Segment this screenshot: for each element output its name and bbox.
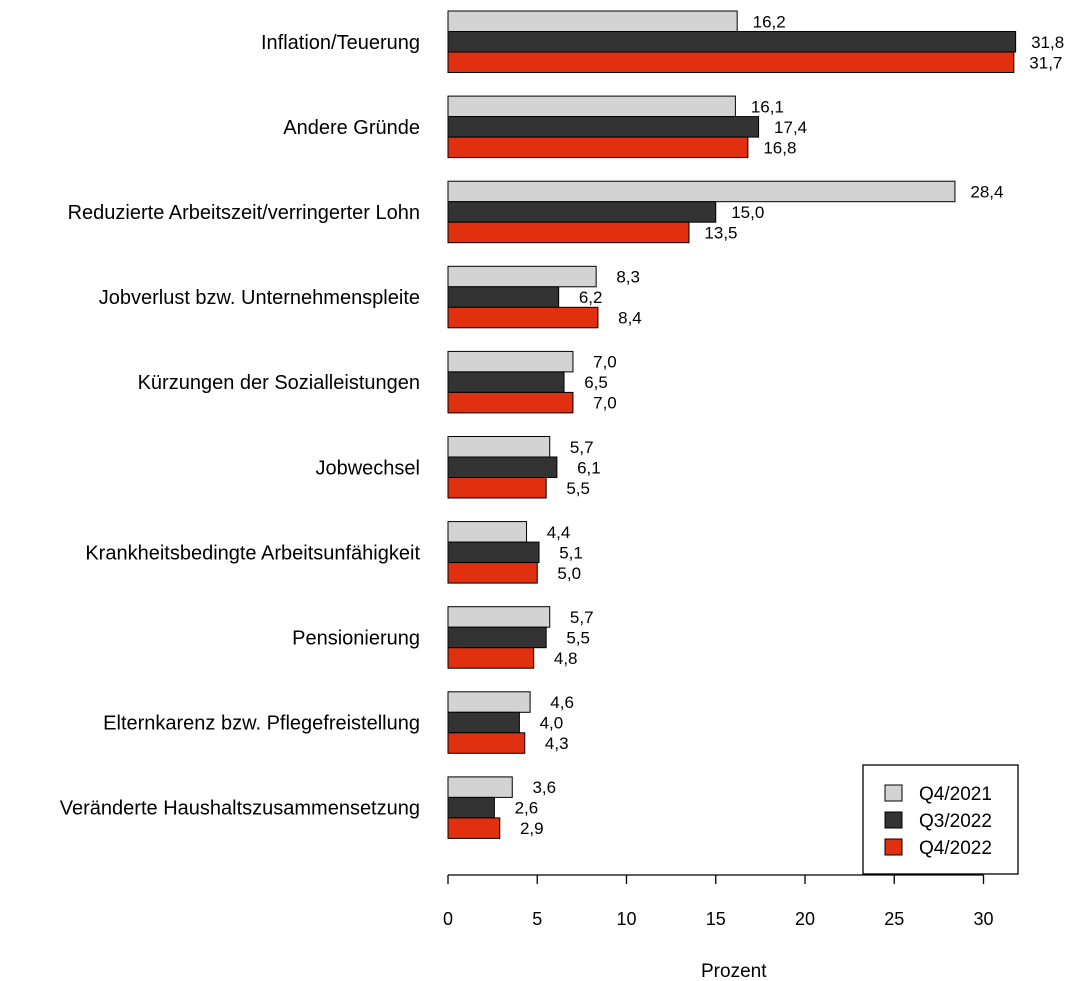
bar [447, 265, 597, 288]
bar [447, 477, 547, 499]
value-label: 4,0 [540, 714, 564, 733]
value-label: 16,8 [763, 138, 796, 157]
value-label: 8,3 [616, 268, 640, 287]
bar [447, 10, 738, 32]
value-label: 3,6 [532, 778, 556, 797]
value-label: 7,0 [593, 353, 617, 372]
legend-label: Q4/2021 [919, 784, 992, 805]
bar [447, 180, 956, 203]
legend: Q4/2021 Q3/2022 Q4/2022 [862, 764, 1019, 875]
bar [447, 562, 538, 584]
bar [447, 776, 513, 798]
value-label: 4,6 [550, 693, 574, 712]
value-label: 31,7 [1029, 53, 1062, 72]
x-tick-label: 30 [973, 909, 993, 929]
bar [447, 817, 501, 839]
category-label: Jobverlust bzw. Unternehmenspleite [99, 287, 420, 309]
bar [447, 436, 551, 458]
category-label: Reduzierte Arbeitszeit/verringerter Lohn [68, 202, 420, 224]
bar [447, 95, 736, 118]
category-label: Inflation/Teuerung [261, 32, 420, 54]
bar [447, 31, 1017, 53]
category-label: Elternkarenz bzw. Pflegefreistellung [103, 713, 420, 735]
bar [447, 221, 690, 244]
bar [447, 456, 558, 478]
value-label: 17,4 [774, 118, 807, 137]
value-label: 6,2 [579, 288, 603, 307]
value-label: 5,5 [566, 479, 590, 498]
bar [447, 286, 560, 308]
x-axis-title: Prozent [701, 961, 767, 981]
category-labels: Inflation/Teuerung Andere Gründe Reduziert… [60, 32, 421, 820]
category-label: Veränderte Haushaltszusammensetzung [60, 798, 420, 820]
x-axis: 0 5 10 15 20 25 30 [443, 874, 994, 929]
category-label: Pensionierung [292, 627, 420, 649]
value-label: 4,8 [554, 649, 578, 668]
category-label: Kürzungen der Sozialleistungen [138, 372, 420, 394]
bar [447, 51, 1015, 73]
bar [447, 626, 547, 649]
value-label: 6,5 [584, 373, 608, 392]
bar [447, 116, 760, 138]
bar [447, 606, 551, 628]
value-label: 15,0 [731, 203, 764, 222]
bar [447, 350, 574, 373]
category-label: Andere Gründe [283, 117, 420, 139]
bar [447, 306, 599, 329]
x-tick-label: 0 [443, 909, 453, 929]
legend-label: Q4/2022 [919, 838, 992, 859]
legend-label: Q3/2022 [919, 811, 992, 832]
value-label: 5,7 [570, 438, 594, 457]
x-tick-label: 5 [532, 909, 542, 929]
bar [447, 711, 520, 734]
bar [447, 391, 574, 414]
value-label: 2,6 [515, 799, 539, 818]
category-label: Krankheitsbedingte Arbeitsunfähigkeit [85, 542, 420, 564]
value-label: 16,2 [753, 12, 786, 31]
bar [447, 796, 495, 819]
bar [447, 371, 565, 393]
value-label: 28,4 [970, 182, 1003, 201]
value-labels: 16,2 31,831,7 16,1 17,416,8 28,4 15,013,5 8,3 6… [515, 12, 1065, 838]
bar [447, 691, 531, 713]
x-tick-label: 25 [884, 909, 904, 929]
x-tick-label: 10 [616, 909, 636, 929]
value-label: 13,5 [704, 223, 737, 242]
bar [447, 136, 749, 159]
bar [447, 541, 540, 564]
value-label: 31,8 [1031, 33, 1064, 52]
value-label: 5,1 [559, 543, 583, 562]
legend-swatch [884, 811, 903, 829]
value-label: 4,3 [545, 734, 569, 753]
bar [447, 732, 526, 754]
bar [447, 201, 717, 223]
value-label: 6,1 [577, 458, 601, 477]
value-label: 5,7 [570, 608, 594, 627]
bar [447, 647, 535, 669]
value-label: 2,9 [520, 819, 544, 838]
bars-group [447, 10, 1017, 839]
bar [447, 521, 528, 543]
value-label: 5,5 [566, 628, 590, 647]
value-label: 5,0 [557, 564, 581, 583]
value-label: 4,4 [547, 523, 571, 542]
legend-swatch [884, 784, 903, 802]
value-label: 8,4 [618, 309, 642, 328]
category-label: Jobwechsel [315, 457, 420, 479]
value-label: 7,0 [593, 394, 617, 413]
x-tick-label: 15 [706, 909, 726, 929]
x-tick-label: 20 [795, 909, 815, 929]
legend-swatch [884, 838, 903, 856]
value-label: 16,1 [751, 97, 784, 116]
